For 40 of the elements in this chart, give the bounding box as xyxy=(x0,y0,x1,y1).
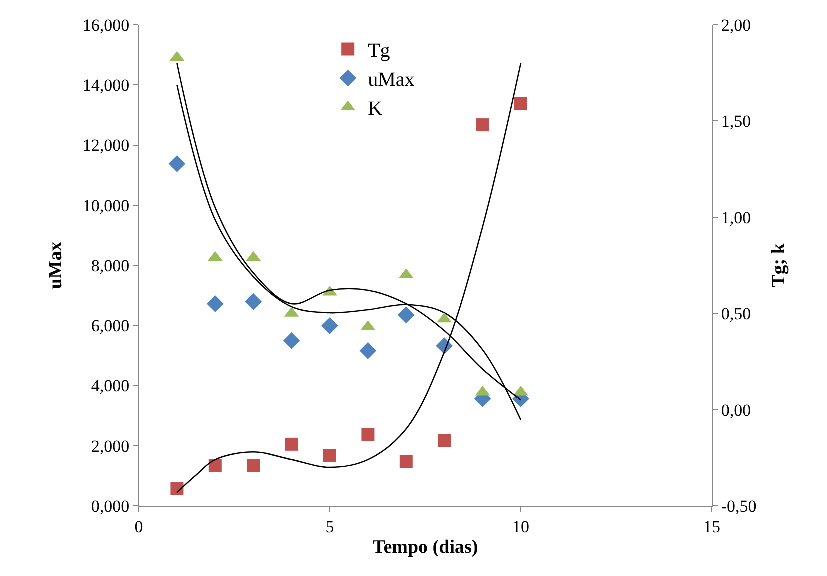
y-tick-label: 4,000 xyxy=(91,376,130,396)
point xyxy=(360,342,377,360)
point xyxy=(170,482,184,496)
point xyxy=(398,306,415,324)
point xyxy=(247,459,260,472)
y2-tick-label: 1,00 xyxy=(721,208,752,228)
point xyxy=(168,155,186,172)
y2-tick-label: 2,00 xyxy=(721,16,752,35)
y2-tick-label: 0,50 xyxy=(721,304,752,324)
y2-tick-label: -0,50 xyxy=(721,496,757,516)
point xyxy=(362,428,375,442)
y-tick-label: 2,000 xyxy=(91,436,130,456)
y-tick-label: 10,000 xyxy=(82,196,130,216)
x-tick-label: 15 xyxy=(704,517,720,536)
legend-label: Tg xyxy=(368,40,390,62)
point xyxy=(400,455,413,468)
x-tick-label: 0 xyxy=(134,517,144,536)
point xyxy=(322,317,338,334)
x-axis-title: Tempo (dias) xyxy=(372,537,478,558)
y2-axis-title: Tg; k xyxy=(768,243,790,288)
point xyxy=(245,293,262,310)
y2-tick-label: 0,00 xyxy=(721,400,752,420)
point xyxy=(283,332,300,350)
point xyxy=(324,449,336,462)
y-tick-label: 0,000 xyxy=(91,496,130,516)
y-tick-label: 6,000 xyxy=(91,316,130,336)
legend-label: uMax xyxy=(368,69,415,92)
point xyxy=(285,438,298,451)
y-axis-title: uMax xyxy=(46,241,67,290)
x-tick-label: 10 xyxy=(512,517,530,536)
point xyxy=(206,296,224,312)
y-tick-label: 8,000 xyxy=(91,256,130,276)
y2-tick-label: 1,50 xyxy=(721,112,752,132)
y-tick-label: 16,000 xyxy=(82,16,130,35)
y-tick-label: 12,000 xyxy=(82,136,130,156)
point xyxy=(208,459,222,472)
y-tick-label: 14,000 xyxy=(82,76,130,96)
x-tick-label: 5 xyxy=(326,517,334,536)
point xyxy=(438,434,452,448)
legend-label: K xyxy=(368,98,384,120)
